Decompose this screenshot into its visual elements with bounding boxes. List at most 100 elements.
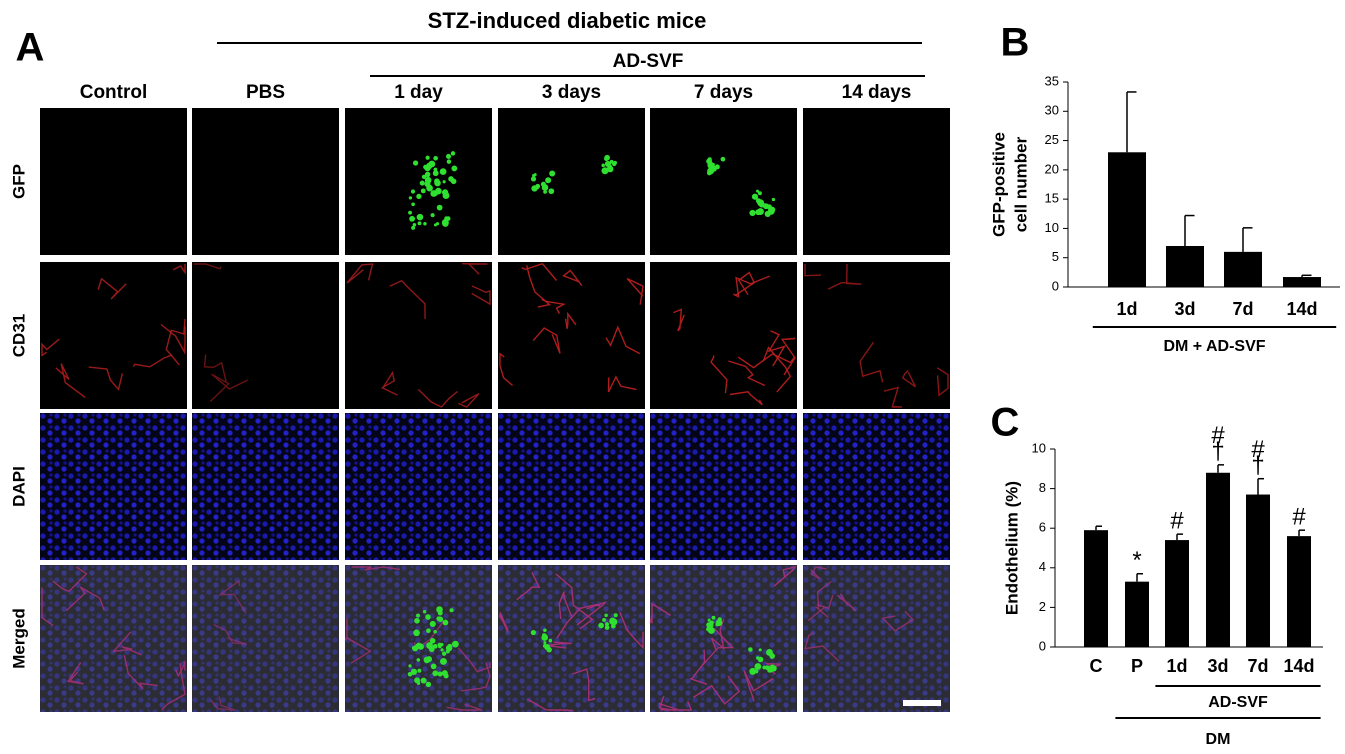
- micrograph: [803, 413, 950, 560]
- gfp-cell: [749, 209, 756, 217]
- gfp-cell: [757, 656, 764, 663]
- micrograph-bg: [40, 262, 187, 409]
- x-tick-label: 1d: [1116, 299, 1137, 319]
- gfp-cell: [543, 628, 547, 632]
- gfp-cell: [613, 613, 618, 618]
- column-header: 3 days: [542, 82, 601, 103]
- gfp-cell: [445, 216, 451, 221]
- gfp-cell: [410, 668, 418, 675]
- gfp-cell: [419, 180, 425, 186]
- gfp-cell: [411, 225, 416, 230]
- vessel: [762, 346, 792, 393]
- row-label: Merged: [9, 608, 28, 668]
- gfp-cell: [421, 174, 427, 180]
- vessel: [389, 279, 426, 319]
- gfp-cell: [409, 215, 415, 222]
- gfp-cell: [770, 665, 777, 672]
- micrograph-shade: [803, 565, 950, 712]
- vessel: [804, 264, 822, 277]
- micrograph-shade: [192, 565, 339, 712]
- gfp-cell: [448, 176, 454, 182]
- gfp-cell: [438, 644, 442, 649]
- vessel: [194, 263, 222, 270]
- scale-bar: [903, 700, 941, 706]
- panel-label: B: [1001, 21, 1030, 65]
- gfp-cell: [604, 160, 612, 167]
- gfp-cell: [425, 681, 432, 688]
- gfp-cell: [408, 196, 413, 200]
- gfp-cell: [604, 154, 610, 161]
- vessel: [175, 660, 186, 678]
- gfp-cell: [430, 663, 437, 670]
- vessel: [607, 375, 637, 393]
- group-label: AD-SVF: [1208, 694, 1268, 711]
- gfp-cell: [426, 656, 433, 663]
- gfp-cell: [606, 165, 614, 173]
- gfp-cell: [436, 206, 441, 210]
- micrograph: [345, 413, 492, 560]
- vessel: [111, 631, 142, 656]
- micrograph-bg: [498, 413, 645, 560]
- vessel: [729, 391, 763, 406]
- micrograph-bg: [40, 108, 187, 255]
- micrograph: [345, 108, 492, 255]
- vessel: [346, 637, 372, 664]
- vessel: [546, 641, 572, 649]
- micrograph-bg: [192, 108, 339, 255]
- gfp-cell: [717, 617, 722, 622]
- vessel: [710, 355, 728, 394]
- gfp-cell: [426, 642, 434, 649]
- gfp-cell: [416, 193, 422, 199]
- gfp-cell: [707, 627, 715, 634]
- vessel: [532, 327, 561, 354]
- micrograph-bg: [803, 565, 950, 712]
- gfp-cell: [434, 179, 441, 187]
- gfp-cell: [763, 203, 769, 210]
- bar: [1108, 152, 1146, 287]
- y-tick-label: 35: [1045, 73, 1059, 88]
- gfp-cell: [715, 623, 719, 627]
- significance-mark: #: [1170, 507, 1184, 534]
- vessel: [461, 662, 491, 692]
- gfp-cell: [754, 663, 762, 670]
- gfp-cell: [545, 177, 552, 184]
- vessel: [457, 647, 491, 673]
- gfp-cell: [432, 670, 439, 677]
- vessel: [458, 393, 480, 408]
- vessel: [558, 591, 573, 620]
- gfp-cell: [720, 156, 726, 162]
- gfp-cell: [432, 644, 438, 649]
- gfp-cell: [424, 176, 432, 184]
- gfp-cell: [435, 222, 440, 226]
- micrograph: [498, 262, 645, 409]
- gfp-cell: [754, 669, 759, 674]
- significance-mark: #: [1211, 422, 1225, 449]
- gfp-cell: [417, 221, 422, 226]
- micrograph-bg: [650, 262, 797, 409]
- vessel: [527, 698, 574, 712]
- column-header: Control: [80, 82, 148, 103]
- x-tick-label: 3d: [1207, 656, 1228, 676]
- micrograph: [344, 565, 492, 712]
- vessel: [649, 602, 671, 624]
- gfp-cell: [414, 617, 420, 624]
- row-label: GFP: [9, 164, 28, 199]
- micrograph: [650, 108, 797, 255]
- gfp-cell: [610, 623, 616, 629]
- gfp-cell: [530, 176, 537, 182]
- gfp-cell: [416, 681, 421, 685]
- vessel: [55, 363, 86, 398]
- panel-label: C: [991, 401, 1020, 445]
- gfp-cell: [425, 614, 431, 620]
- gfp-cell: [757, 191, 762, 196]
- vessel: [97, 277, 127, 300]
- gfp-cell: [749, 667, 757, 675]
- gfp-cell: [446, 159, 452, 164]
- gfp-cell: [411, 202, 415, 207]
- micrograph-bg: [803, 262, 950, 409]
- bar: [1246, 494, 1270, 647]
- figure-title: STZ-induced diabetic mice: [428, 8, 707, 33]
- micrograph: [649, 565, 797, 712]
- micrograph: [192, 262, 339, 409]
- gfp-cell: [439, 168, 447, 175]
